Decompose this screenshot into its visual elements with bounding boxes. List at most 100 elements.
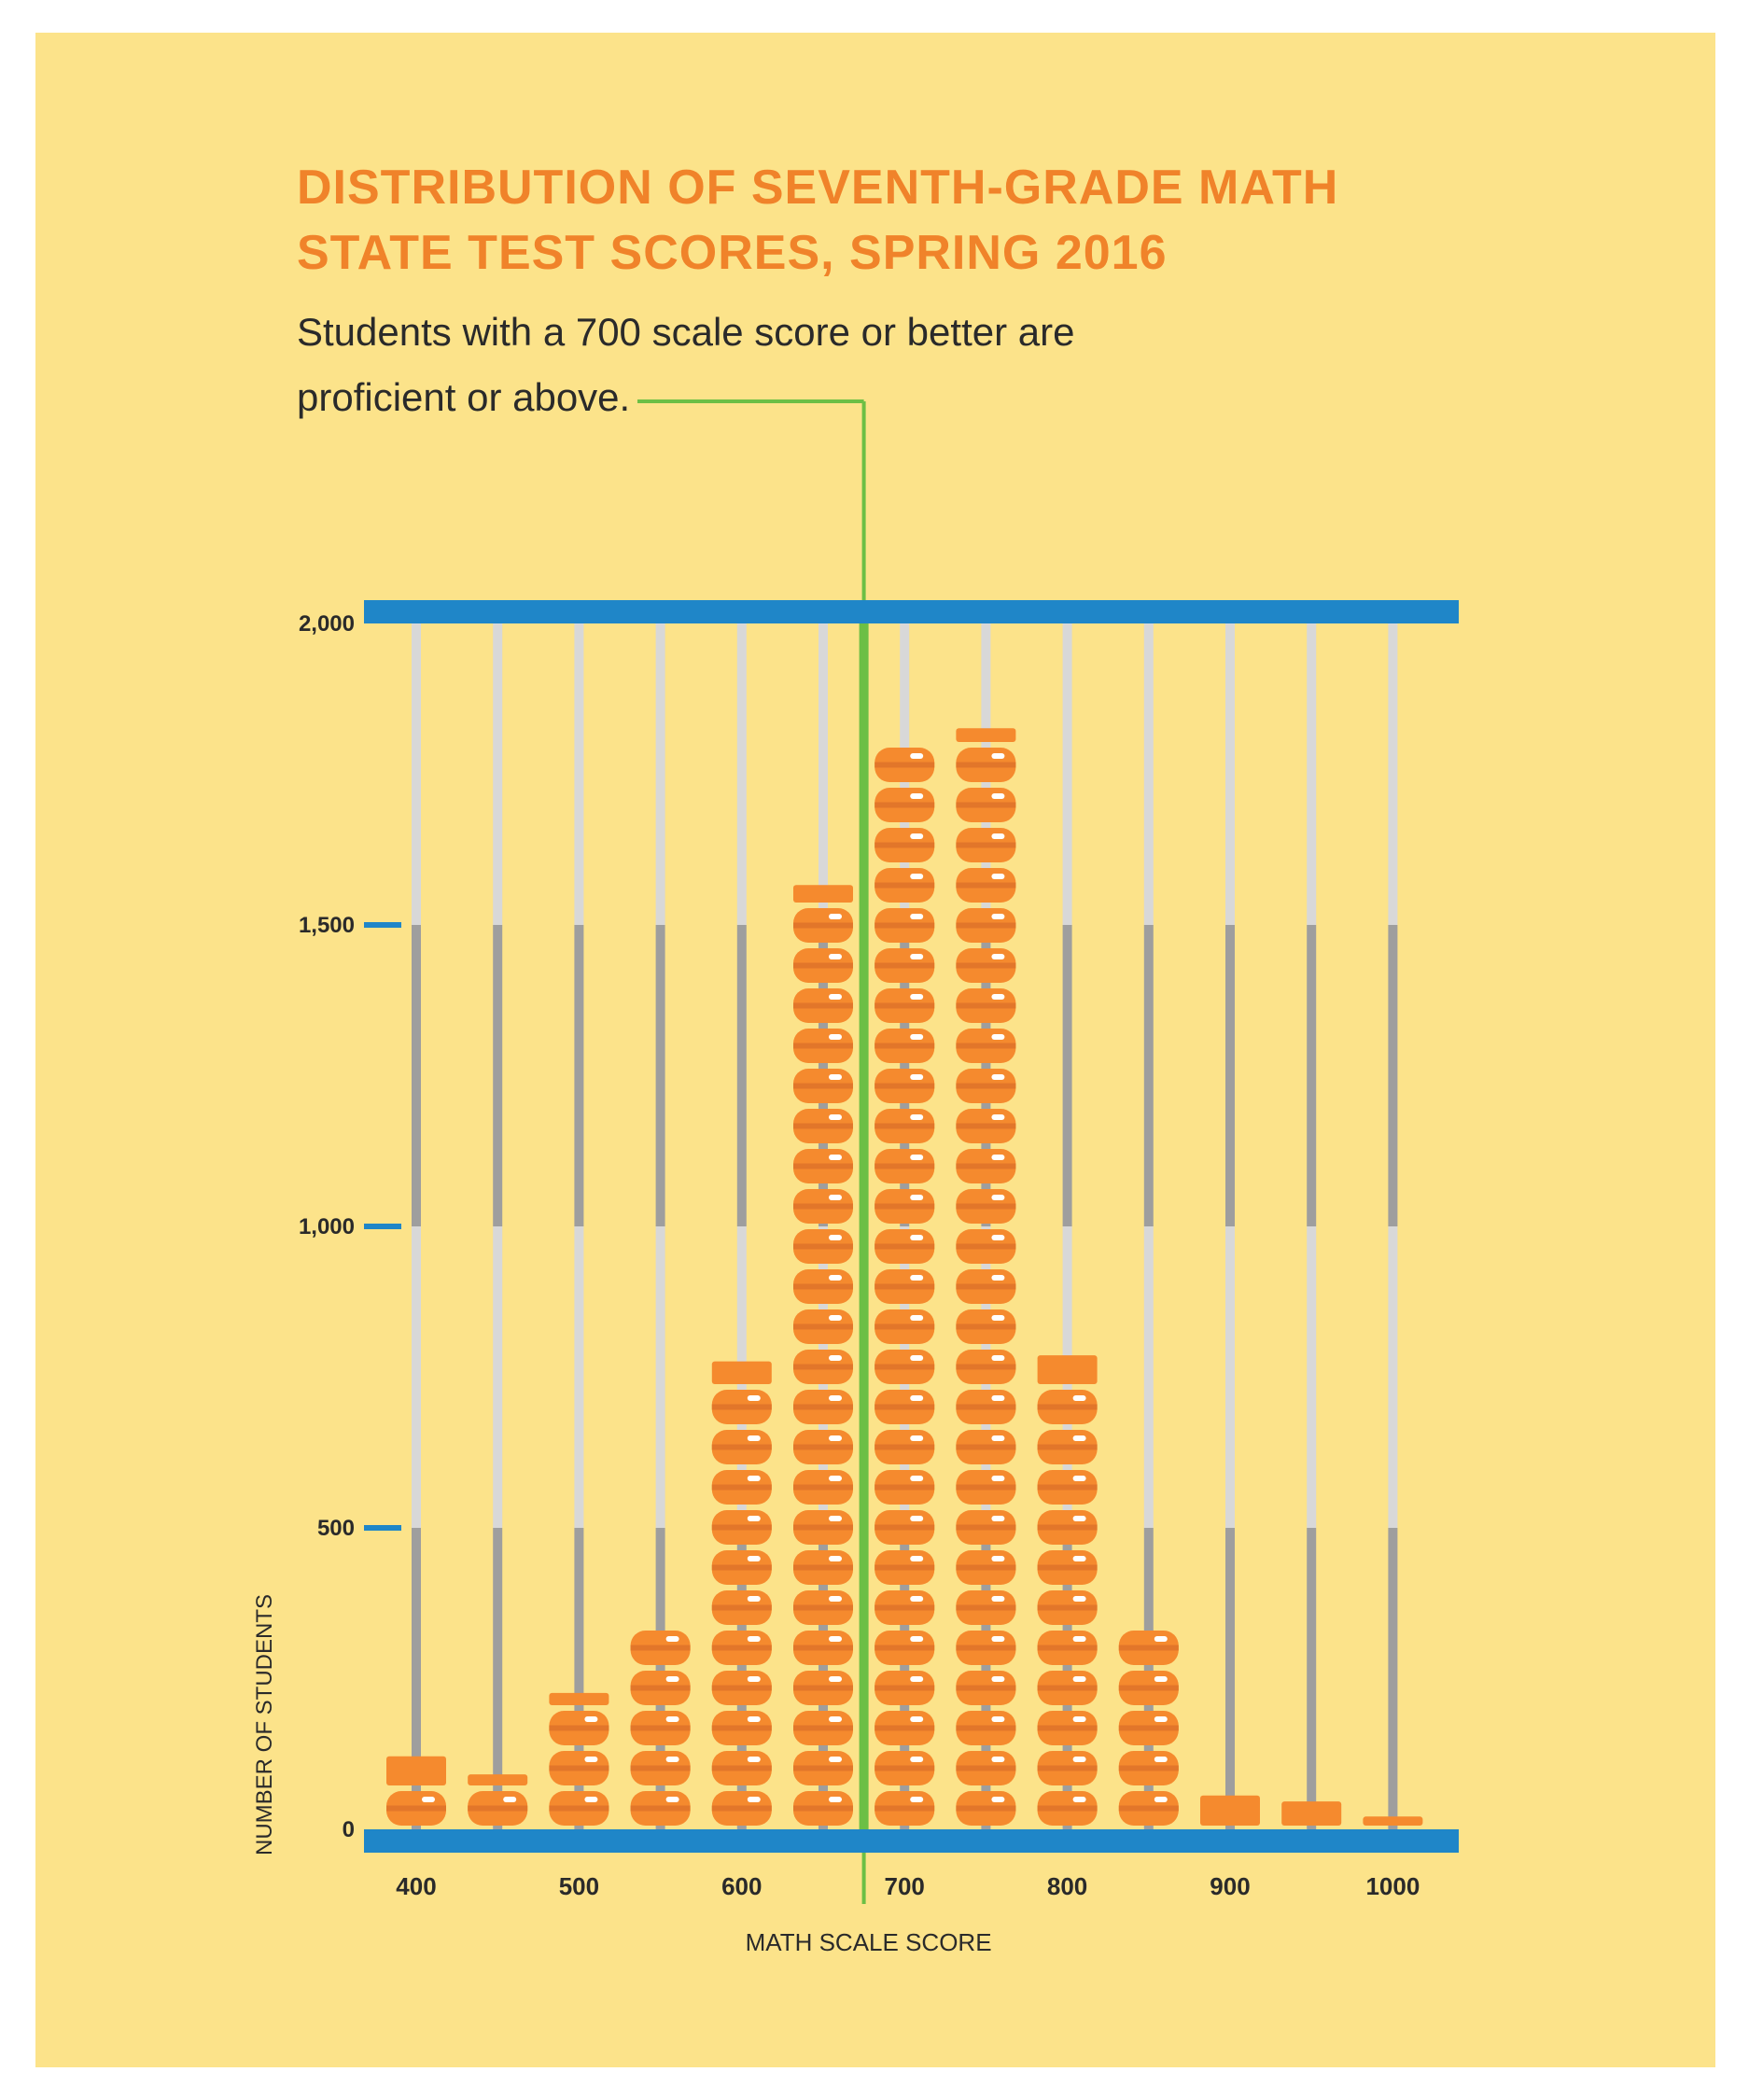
abacus-bead-highlight — [1072, 1516, 1086, 1521]
abacus-bead-band — [630, 1725, 691, 1731]
abacus-bead-band — [956, 1283, 1016, 1290]
abacus-bead-highlight — [910, 1315, 924, 1321]
abacus-bead-band — [793, 1043, 853, 1049]
abacus-bead-highlight — [747, 1636, 761, 1642]
abacus-bead-band — [793, 1484, 853, 1491]
abacus-bead-highlight — [747, 1676, 761, 1682]
x-tick-label: 800 — [1047, 1872, 1087, 1900]
abacus-bead-band — [711, 1685, 772, 1691]
y-axis-label: NUMBER OF STUDENTS — [252, 1594, 277, 1855]
x-axis-label: MATH SCALE SCORE — [746, 1928, 992, 1956]
abacus-bead-band — [956, 882, 1016, 889]
top-rail — [364, 600, 1459, 623]
abacus-bead-band — [874, 1444, 935, 1450]
abacus-bead-band — [793, 962, 853, 969]
abacus-bead-band — [956, 1564, 1016, 1571]
abacus-bead-highlight — [829, 1596, 842, 1602]
chart-title-line-2: STATE TEST SCORES, SPRING 2016 — [297, 226, 1168, 280]
abacus-bead-band — [956, 842, 1016, 848]
abacus-bead-highlight — [747, 1596, 761, 1602]
abacus-bead-highlight — [991, 753, 1005, 759]
abacus-bead-band — [874, 1364, 935, 1370]
abacus-bead-band — [874, 1243, 935, 1250]
abacus-bead-band — [956, 1323, 1016, 1330]
abacus-bead-highlight — [991, 1114, 1005, 1120]
abacus-bead-band — [956, 1163, 1016, 1169]
abacus-bead-band — [956, 922, 1016, 929]
abacus-bead-highlight — [747, 1476, 761, 1481]
abacus-bead — [1363, 1816, 1423, 1826]
abacus-bead-highlight — [910, 793, 924, 799]
abacus-bead-band — [1037, 1805, 1098, 1812]
abacus-bead-band — [711, 1765, 772, 1771]
abacus-bead-highlight — [829, 1155, 842, 1160]
abacus-bead-highlight — [991, 1034, 1005, 1040]
abacus-bead-band — [874, 1645, 935, 1651]
abacus-bead-band — [874, 1083, 935, 1089]
abacus-bead-band — [956, 762, 1016, 768]
abacus-bead-band — [956, 1404, 1016, 1410]
abacus-bead — [1037, 1355, 1098, 1384]
abacus-bead-highlight — [910, 1636, 924, 1642]
abacus-bead-highlight — [829, 1315, 842, 1321]
abacus-bead-highlight — [910, 1676, 924, 1682]
abacus-bead-band — [956, 1524, 1016, 1531]
abacus-bead-band — [793, 1323, 853, 1330]
abacus-bead-band — [874, 802, 935, 808]
abacus-bead-band — [793, 1805, 853, 1812]
abacus-bead-band — [711, 1404, 772, 1410]
abacus-bead-highlight — [910, 1476, 924, 1481]
y-tick-label: 500 — [317, 1516, 355, 1541]
abacus-bead-band — [386, 1805, 446, 1812]
x-tick-label: 700 — [885, 1872, 925, 1900]
abacus-bead-band — [711, 1524, 772, 1531]
abacus-bead-highlight — [1072, 1636, 1086, 1642]
abacus-bead-band — [711, 1444, 772, 1450]
chart-subtitle-line-2: proficient or above. — [297, 375, 631, 419]
abacus-bead-band — [793, 1685, 853, 1691]
abacus-bead-band — [956, 1685, 1016, 1691]
abacus-bead-band — [711, 1564, 772, 1571]
abacus-bead-highlight — [991, 1757, 1005, 1762]
chart-svg: 0 500 1,000 1,500 2,000 400 500 600 700 800 900 100… — [35, 33, 1715, 2067]
abacus-bead-band — [793, 1725, 853, 1731]
abacus-bead-band — [874, 1725, 935, 1731]
abacus-bead-highlight — [747, 1797, 761, 1802]
abacus-bead-band — [874, 1283, 935, 1290]
abacus-bead-band — [630, 1805, 691, 1812]
chart-panel: 0 500 1,000 1,500 2,000 400 500 600 700 800 900 100… — [35, 33, 1715, 2067]
abacus-bead-band — [956, 1484, 1016, 1491]
abacus-bead-highlight — [910, 753, 924, 759]
abacus-bead-band — [711, 1725, 772, 1731]
abacus-bead-highlight — [991, 1435, 1005, 1441]
abacus-bead-highlight — [910, 1716, 924, 1722]
abacus-bead-band — [874, 762, 935, 768]
abacus-bead — [549, 1692, 609, 1705]
abacus-bead-band — [1037, 1564, 1098, 1571]
abacus-bead-band — [874, 1163, 935, 1169]
abacus-bead-highlight — [991, 1556, 1005, 1561]
abacus-bead-highlight — [829, 914, 842, 919]
abacus-bead-highlight — [1072, 1435, 1086, 1441]
abacus-bead-highlight — [991, 1275, 1005, 1281]
abacus-bead — [1200, 1795, 1260, 1826]
abacus-bead-highlight — [747, 1757, 761, 1762]
abacus-bead-band — [793, 1364, 853, 1370]
abacus-bead-band — [1037, 1444, 1098, 1450]
abacus-bead — [1281, 1801, 1342, 1826]
abacus-bead-highlight — [991, 1476, 1005, 1481]
abacus-bead-highlight — [991, 874, 1005, 879]
x-tick-label: 1000 — [1365, 1872, 1420, 1900]
abacus-bead-band — [793, 1645, 853, 1651]
abacus-bead-highlight — [991, 1155, 1005, 1160]
abacus-bead-band — [549, 1725, 609, 1731]
abacus-bead-band — [874, 1043, 935, 1049]
abacus-bead-highlight — [665, 1636, 679, 1642]
abacus-bead-highlight — [1072, 1556, 1086, 1561]
abacus-bead-band — [793, 1243, 853, 1250]
abacus-bead-highlight — [910, 1195, 924, 1200]
abacus-bead-highlight — [910, 1516, 924, 1521]
abacus-bead-band — [1037, 1685, 1098, 1691]
abacus-bead-band — [956, 1243, 1016, 1250]
abacus-bead-band — [1118, 1765, 1179, 1771]
